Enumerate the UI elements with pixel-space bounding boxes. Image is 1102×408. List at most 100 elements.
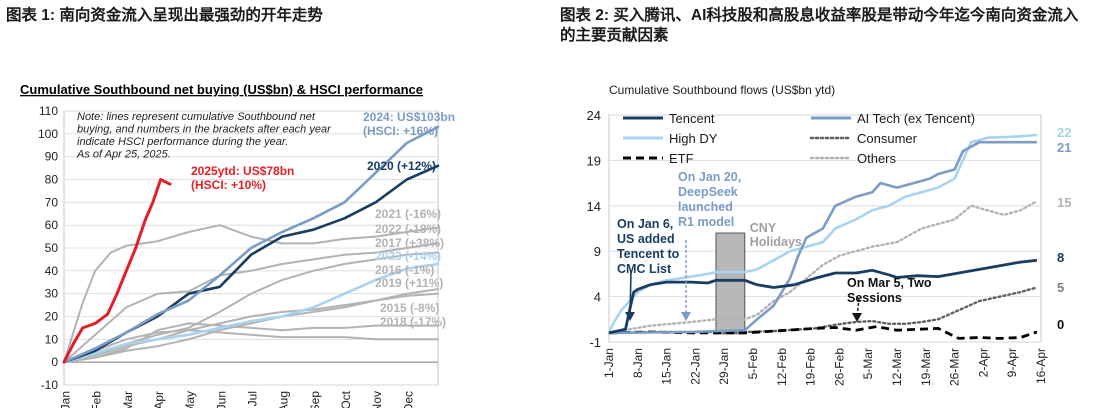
chart1-ytick-label: 0 [51,355,58,369]
chart1-series-label-2018-line-0: 2018 (-17%) [380,315,446,329]
chart1-series-label-2024-line-0: 2024: US$103bn [363,110,455,124]
chart2-cny-holiday-box [715,232,746,335]
chart1-ytick-label: 10 [45,332,59,346]
chart1-xtick-label: May [183,391,197,408]
chart2-xtick-label: 8-Jan [631,348,645,378]
chart2-annotation-0-line-0: On Jan 6, [617,217,673,231]
chart1-xtick-label: Feb [90,391,104,408]
chart2-cny-label-line-0: CNY [750,221,777,235]
chart1-series-label-2025-line-1: (HSCI: +10%) [191,178,266,192]
chart1-xtick-label: Jul [246,391,260,406]
chart2-end-label: 0 [1057,317,1064,332]
chart2-svg: Cumulative Southbound flows (US$bn ytd) … [587,83,1072,386]
chart1-note-line-0: Note: lines represent cumulative Southbo… [77,111,316,123]
chart1-xtick-label: Oct [339,390,353,408]
chart1-series-line-2025 [62,178,172,364]
chart2-legend-label: High DY [669,131,718,146]
chart1-series-label-2020-line-0: 2020 (+12%) [367,159,436,173]
chart2-xtick-label: 5-Feb [746,348,760,380]
chart1-xtick-label: Nov [370,391,384,408]
chart1-series-line-2023 [62,262,440,364]
chart1-series-label-2021-line-0: 2021 (-16%) [375,207,441,221]
chart1-ytick-label: 50 [45,241,59,255]
chart1-heading: 图表 1: 南向资金流入呈现出最强劲的开年走势 [6,7,323,24]
chart2-annotation-1-line-2: launched [678,200,733,214]
chart2-annotation-1-line-0: On Jan 20, [678,170,741,184]
chart1-ytick-label: 30 [45,287,59,301]
chart2-series-line-etf [608,325,1038,340]
chart1-ytick-label: 90 [45,150,59,164]
chart2-ytick-label: -1 [589,335,601,350]
chart2-annotation-1-line-3: R1 model [678,215,734,229]
chart2-xtick-label: 2-Apr [976,348,990,377]
chart2-xtick-label: 16-Apr [1034,348,1048,384]
chart1-xtick-label: Mar [121,391,135,408]
chart1-ytick-label: 110 [39,104,58,118]
chart2-xtick-label: 12-Mar [890,348,904,386]
chart2-series-line-tencent [608,258,1038,335]
chart2-xtick-label: 19-Mar [919,348,933,386]
chart2-annotation-0-line-2: Tencent to [617,247,680,261]
chart2-annotation-1-line-1: DeepSeek [678,185,738,199]
chart1-ytick-label: -10 [41,378,59,392]
chart1-xtick-label: Dec [401,391,415,408]
chart2-xtick-label: 29-Jan [717,348,731,385]
chart2-cny-label-line-1: Holidays [750,235,802,249]
chart2-heading: 图表 2: 买入腾讯、AI科技股和高股息收益率股是带动今年迄今南向资金流入的主要… [560,7,1079,44]
chart2-xtick-label: 15-Jan [660,348,674,385]
chart2-xtick-label: 12-Feb [775,348,789,386]
chart2-annotation-arrowhead-1 [681,312,691,321]
chart1-note-line-3: As of Apr 25, 2025. [76,149,171,161]
chart1-series-line-2015 [63,322,439,364]
chart2-annotation-arrow-0 [629,269,632,319]
chart1-ytick-label: 80 [45,173,59,187]
chart2-xtick-label: 5-Mar [861,348,875,379]
chart2-annotation-0-line-3: CMC List [617,262,672,276]
chart1-xtick-label: Jun [214,391,228,408]
chart2-legend-label: ETF [669,151,694,166]
chart2-series-line-ai-tech-ex-tencent- [608,140,1037,335]
chart1-xtick-label: Jan [59,391,73,408]
chart2-series-line-consumer [607,286,1039,335]
chart1-svg: Cumulative Southbound net buying (US$bn)… [20,82,455,408]
chart1-series-label-2017-line-0: 2017 (+38%) [375,236,444,250]
chart2-legend-label: AI Tech (ex Tencent) [857,111,975,126]
chart2-ytick-label: 24 [587,108,601,123]
chart1-series-label-2019-line-0: 2019 (+11%) [375,276,443,290]
chart1-xtick-label: Apr [152,391,166,408]
chart2-end-label: 5 [1057,280,1064,295]
chart2-annotation-0-line-1: US added [617,232,675,246]
chart1-note-line-2: indicate HSCI performance during the yea… [77,136,288,148]
chart1-ytick-label: 100 [38,127,58,141]
chart2-annotation-arrowhead-2 [852,313,862,322]
chart1-series-label-2024-line-1: (HSCI: +16%) [363,124,438,138]
chart1-series-line-2016 [63,288,439,364]
chart2-annotation-2-line-1: Sessions [847,291,902,305]
chart2-end-label: 22 [1057,125,1071,140]
chart2-legend-label: Tencent [669,111,715,126]
chart1-note-line-1: buying, and numbers in the brackets afte… [77,124,332,136]
chart1-ytick-label: 40 [45,264,59,278]
chart2-xtick-label: 19-Feb [804,348,818,386]
chart2-ytick-label: 9 [594,244,601,259]
chart1-ytick-label: 20 [45,310,59,324]
chart1-series-line-2021 [63,224,439,364]
chart2-legend-label: Consumer [857,131,918,146]
chart1-series-label-2016-line-0: 2016 (-1%) [375,263,434,277]
chart1-series-label-2025-line-0: 2025ytd: US$78bn [191,164,294,178]
chart2-xtick-label: 1-Jan [602,348,616,378]
chart1-title: Cumulative Southbound net buying (US$bn)… [20,82,423,97]
chart1-series-line-2022 [63,242,439,364]
chart1-series-label-2022-line-0: 2022 (-18%) [375,222,441,236]
chart2-xtick-label: 26-Mar [948,348,962,386]
chart2-plot-frame [608,114,1042,343]
chart2-ytick-label: 4 [594,290,601,305]
chart2-end-label: 8 [1057,250,1064,265]
chart1-ytick-label: 70 [45,195,59,209]
chart1-series-label-2023-line-0: 2023 (-14%) [375,249,441,263]
chart1-xtick-label: Sep [308,391,322,408]
chart2-ytick-label: 19 [587,153,601,168]
chart1-series-line-2024 [62,125,440,364]
chart2-title: Cumulative Southbound flows (US$bn ytd) [609,83,835,97]
chart2-legend-label: Others [857,151,897,166]
